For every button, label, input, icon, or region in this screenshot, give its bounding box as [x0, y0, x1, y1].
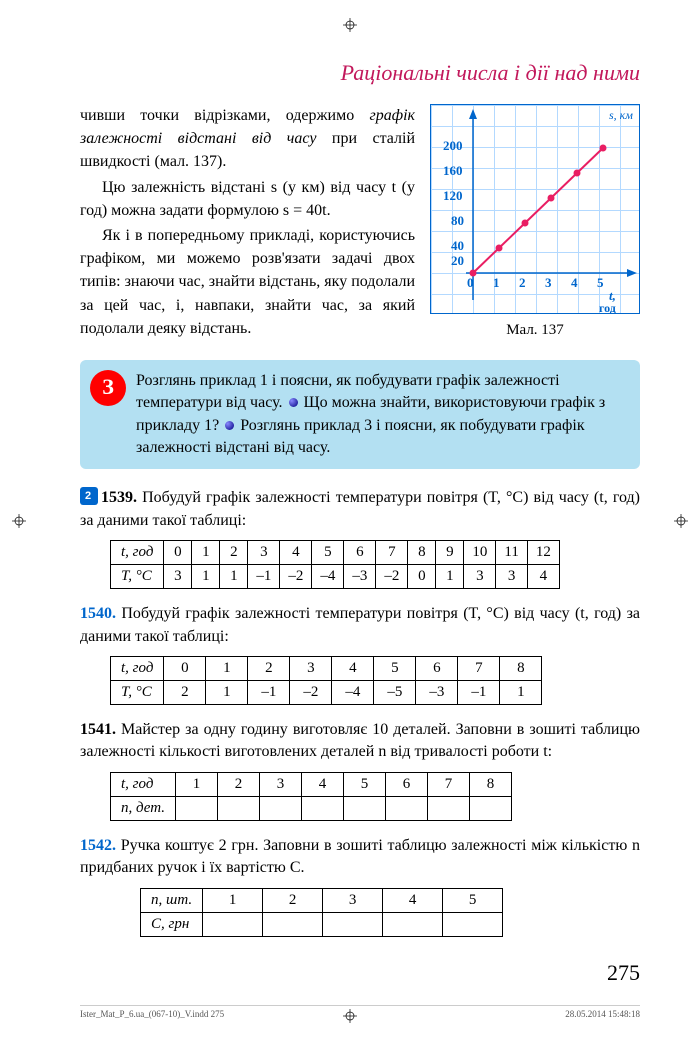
body-text: чивши точки відрізками, одержимо графік …	[80, 104, 415, 342]
footer-filename: Ister_Mat_P_6.ua_(067-10)_V.indd 275	[80, 1009, 224, 1019]
bullet-icon	[225, 421, 234, 430]
question-icon: З	[90, 370, 126, 406]
registration-mark-icon	[343, 18, 357, 32]
registration-mark-icon	[674, 514, 688, 528]
svg-text:3: 3	[545, 275, 552, 290]
page-number: 275	[607, 960, 640, 986]
svg-text:160: 160	[443, 163, 463, 178]
cube-icon	[80, 487, 98, 505]
task-1539: 1539. Побудуй графік залежності температ…	[80, 487, 640, 532]
svg-text:год: год	[599, 301, 616, 315]
svg-text:80: 80	[451, 213, 464, 228]
table-1540: t, год012345678T, °С21–1–2–4–5–3–11	[110, 656, 542, 705]
svg-text:40: 40	[451, 238, 464, 253]
table-1539: t, год0123456789101112T, °С311–1–2–4–3–2…	[110, 540, 560, 589]
task-1540: 1540. Побудуй графік залежності температ…	[80, 603, 640, 648]
line-chart: s, км 200 160 120 80 40 20 0 1 2 3 4 5 t…	[430, 104, 640, 314]
svg-text:200: 200	[443, 138, 463, 153]
footer: Ister_Mat_P_6.ua_(067-10)_V.indd 275 28.…	[80, 1005, 640, 1019]
svg-text:2: 2	[519, 275, 526, 290]
info-box: З Розглянь приклад 1 і поясни, як побуду…	[80, 360, 640, 470]
svg-text:20: 20	[451, 253, 464, 268]
svg-text:0: 0	[467, 275, 474, 290]
table-1541: t, год12345678n, дет.	[110, 772, 512, 821]
table-1542: n, шт.12345С, грн	[140, 888, 503, 937]
chart-caption: Мал. 137	[430, 322, 640, 339]
chapter-title: Раціональні числа і дії над ними	[80, 60, 640, 86]
svg-text:s, км: s, км	[609, 108, 633, 122]
task-1542: 1542. Ручка коштує 2 грн. Заповни в зоши…	[80, 835, 640, 880]
footer-timestamp: 28.05.2014 15:48:18	[565, 1009, 640, 1019]
svg-text:4: 4	[571, 275, 578, 290]
registration-mark-icon	[12, 514, 26, 528]
bullet-icon	[289, 398, 298, 407]
svg-text:120: 120	[443, 188, 463, 203]
svg-text:5: 5	[597, 275, 604, 290]
svg-text:1: 1	[493, 275, 500, 290]
task-1541: 1541. Майстер за одну годину виготовляє …	[80, 719, 640, 764]
